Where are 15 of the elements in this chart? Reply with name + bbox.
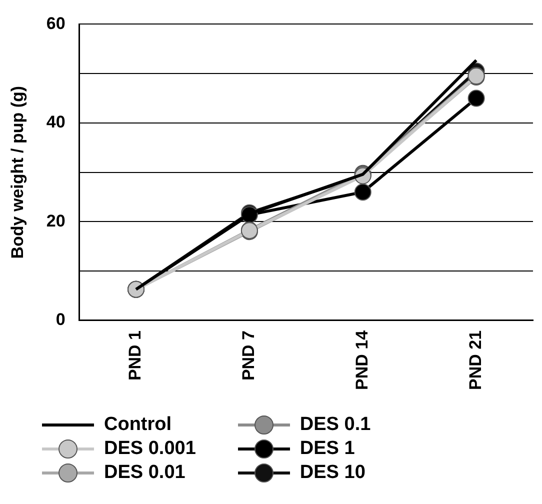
y-tick-label: 40 [46, 112, 66, 132]
y-tick-label: 0 [56, 310, 66, 330]
x-tick-label: PND 1 [126, 330, 145, 381]
y-axis-title: Body weight / pup (g) [8, 86, 27, 259]
x-tick-label: PND 14 [352, 330, 372, 390]
x-tick-label: PND 21 [466, 330, 485, 390]
legend-label: DES 0.001 [104, 438, 196, 460]
y-tick-label: 20 [46, 211, 66, 230]
y-tick-label: 60 [46, 14, 66, 33]
legend-label: DES 0.1 [300, 414, 371, 436]
x-tick-label: PND 7 [239, 330, 258, 381]
legend-label: DES 10 [300, 462, 366, 484]
legend-label: DES 0.01 [104, 462, 186, 484]
legend-label: DES 1 [300, 438, 355, 460]
legend-label: Control [104, 414, 172, 436]
